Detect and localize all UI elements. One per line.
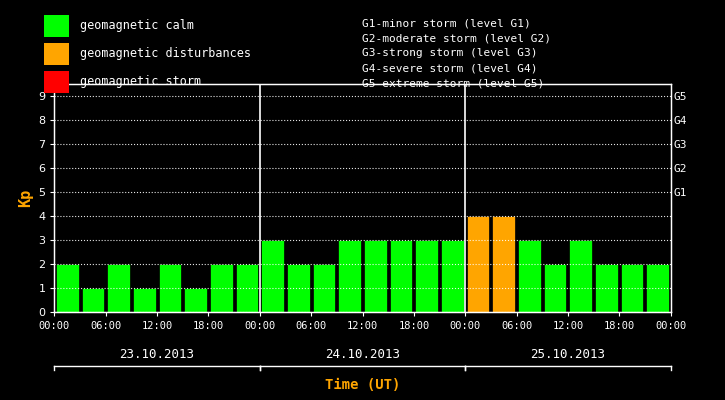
- Text: Time (UT): Time (UT): [325, 378, 400, 392]
- Text: geomagnetic disturbances: geomagnetic disturbances: [80, 48, 251, 60]
- Bar: [595, 264, 618, 312]
- Bar: [415, 240, 438, 312]
- Bar: [518, 240, 541, 312]
- Bar: [364, 240, 386, 312]
- Bar: [390, 240, 413, 312]
- Bar: [441, 240, 464, 312]
- Bar: [82, 288, 104, 312]
- Bar: [261, 240, 284, 312]
- Text: 23.10.2013: 23.10.2013: [120, 348, 194, 360]
- Bar: [107, 264, 130, 312]
- Text: G3-strong storm (level G3): G3-strong storm (level G3): [362, 48, 538, 58]
- Bar: [569, 240, 592, 312]
- Bar: [467, 216, 489, 312]
- Y-axis label: Kp: Kp: [17, 189, 33, 207]
- Text: 24.10.2013: 24.10.2013: [325, 348, 400, 360]
- Text: 25.10.2013: 25.10.2013: [531, 348, 605, 360]
- Bar: [210, 264, 233, 312]
- Bar: [56, 264, 78, 312]
- Text: G2-moderate storm (level G2): G2-moderate storm (level G2): [362, 33, 552, 43]
- Bar: [544, 264, 566, 312]
- Bar: [621, 264, 643, 312]
- Text: G5-extreme storm (level G5): G5-extreme storm (level G5): [362, 79, 544, 89]
- Bar: [647, 264, 669, 312]
- Bar: [133, 288, 156, 312]
- Bar: [287, 264, 310, 312]
- Bar: [236, 264, 258, 312]
- Text: G1-minor storm (level G1): G1-minor storm (level G1): [362, 18, 531, 28]
- Bar: [312, 264, 335, 312]
- Text: G4-severe storm (level G4): G4-severe storm (level G4): [362, 64, 538, 74]
- Text: geomagnetic storm: geomagnetic storm: [80, 76, 201, 88]
- Bar: [159, 264, 181, 312]
- Text: geomagnetic calm: geomagnetic calm: [80, 20, 194, 32]
- Bar: [184, 288, 207, 312]
- Bar: [492, 216, 515, 312]
- Bar: [339, 240, 361, 312]
